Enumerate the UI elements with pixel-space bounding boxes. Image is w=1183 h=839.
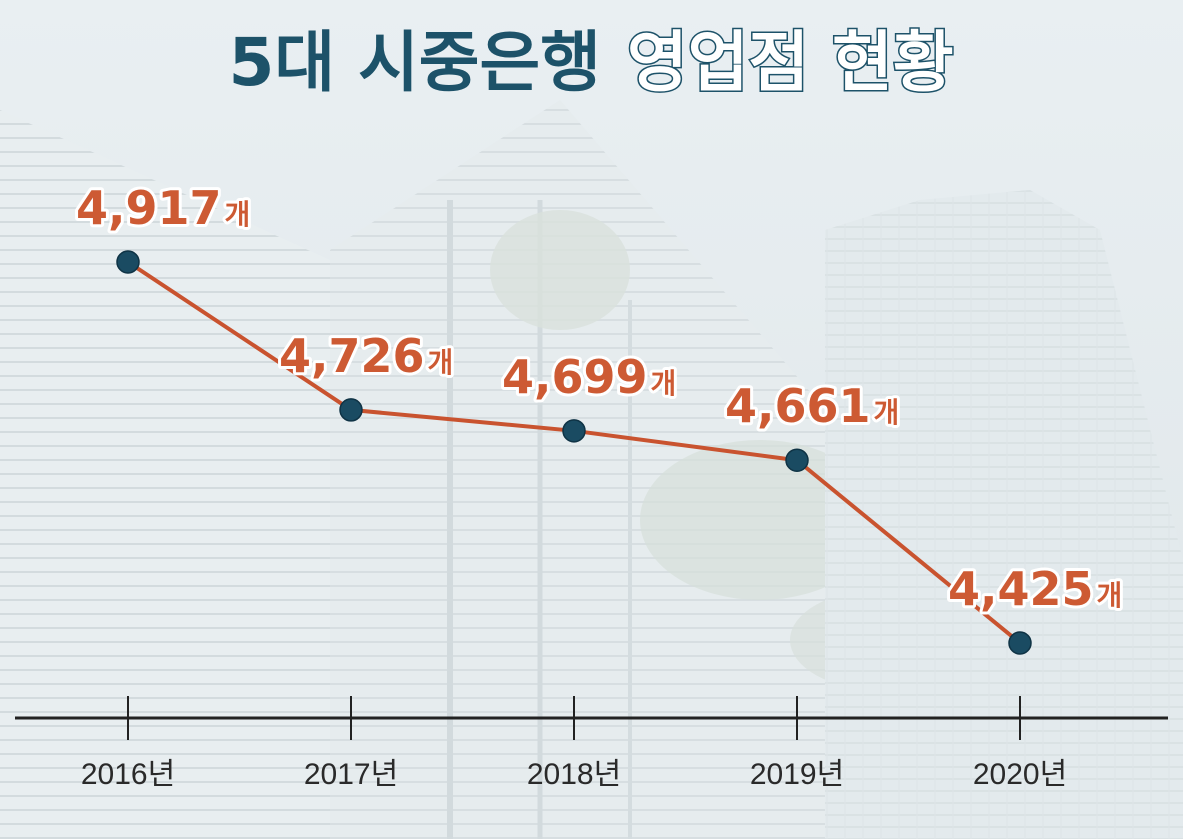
data-labels-layer: 4,917 개4,726 개 4,699 개 4,661 개4,425 개 (73, 178, 1125, 619)
data-label-value: 4,425 (948, 562, 1094, 616)
data-label: 4,917 개 (76, 181, 250, 235)
series-line (126, 260, 1022, 645)
data-label-value: 4,917 (76, 181, 222, 235)
data-point (1008, 631, 1032, 655)
x-tick-label: 2019년 (750, 758, 844, 791)
data-label-unit: 개 (651, 367, 677, 400)
data-label: 4,699 개 (502, 350, 676, 404)
series-line-layer (126, 260, 1022, 645)
data-point (785, 448, 809, 472)
data-points-layer (116, 250, 1032, 655)
data-point (339, 398, 363, 422)
x-tick-label: 2016년 (81, 758, 175, 791)
data-label: 4,726 개 (279, 329, 453, 383)
chart-title-part1: 5대 시중은행 (228, 24, 601, 101)
chart-title: 5대 시중은행 영업점 현황 (228, 24, 953, 101)
data-point (116, 250, 140, 274)
data-point (562, 419, 586, 443)
data-label: 4,661 개 (725, 379, 899, 433)
x-tick-label: 2017년 (304, 758, 398, 791)
x-axis: 2016년 2017년 2018년 2019년 2020년 (15, 696, 1168, 791)
data-label-unit: 개 (1097, 579, 1123, 612)
data-label-unit: 개 (225, 198, 251, 231)
data-label-value: 4,726 (279, 329, 425, 383)
data-label-unit: 개 (428, 346, 454, 379)
x-tick-label: 2018년 (527, 758, 621, 791)
data-label: 4,425 개 (948, 562, 1122, 616)
x-tick-label: 2020년 (973, 758, 1067, 791)
data-label-value: 4,661 (725, 379, 871, 433)
chart-title-part2: 영업점 현황 (627, 24, 954, 101)
data-label-unit: 개 (874, 396, 900, 429)
data-label-value: 4,699 (502, 350, 648, 404)
